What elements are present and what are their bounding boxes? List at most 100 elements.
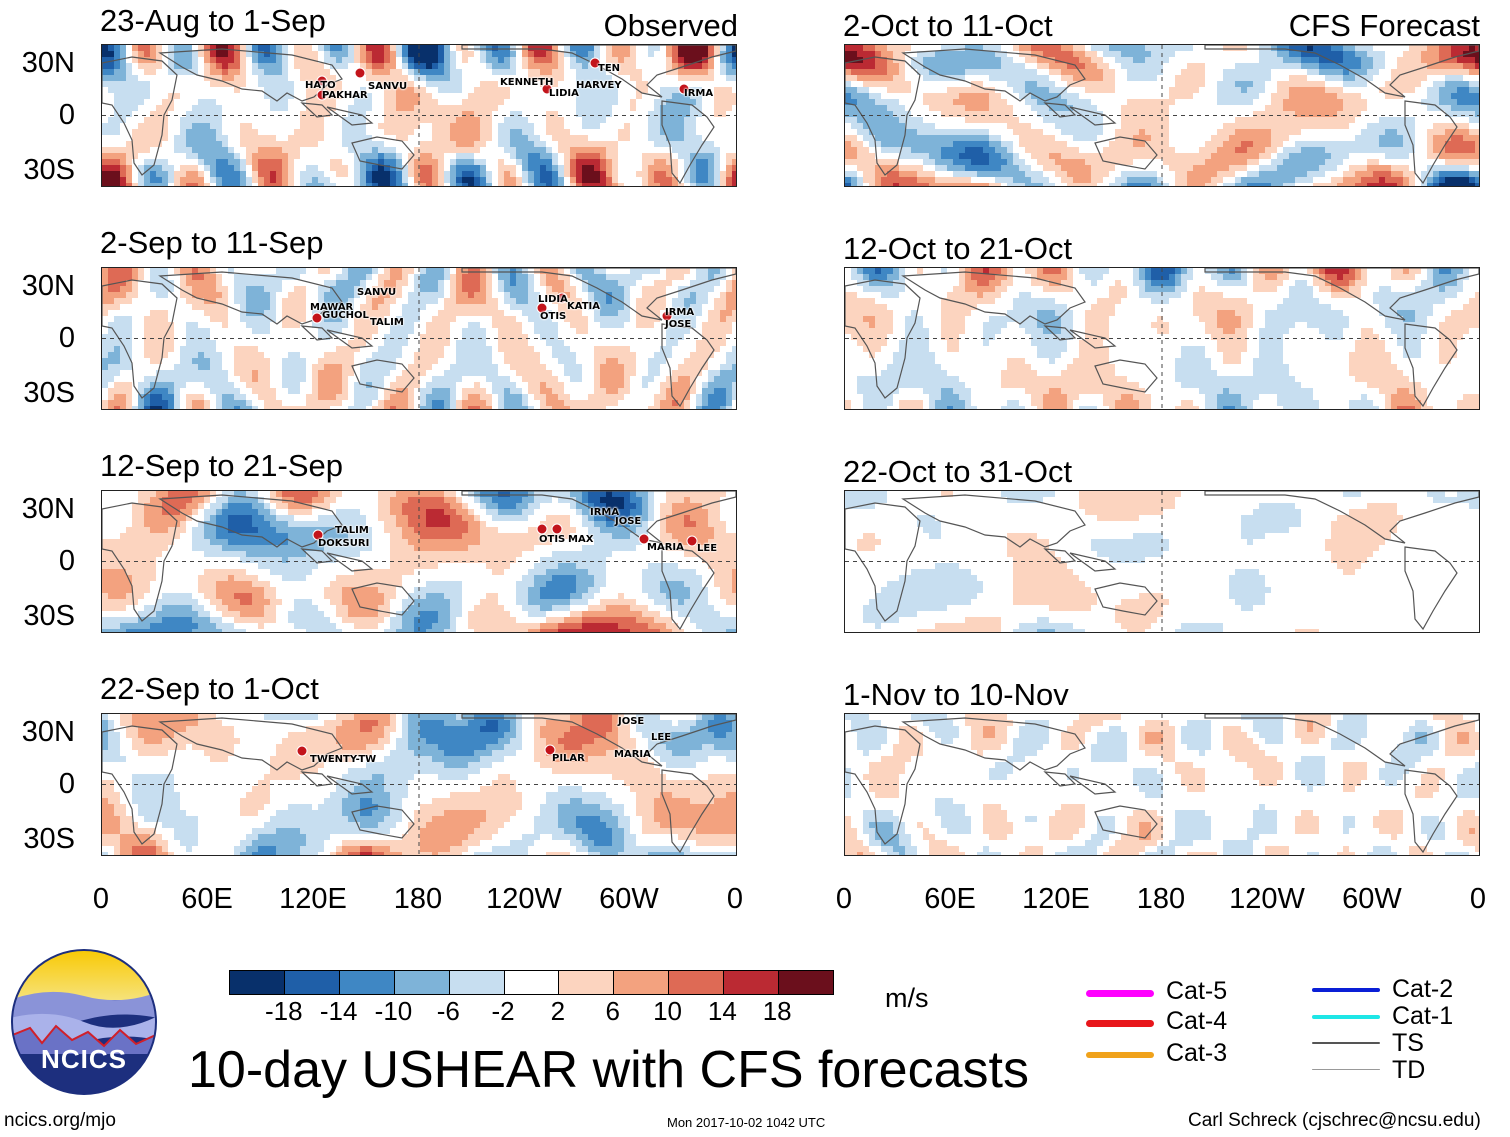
shear-cell (408, 388, 415, 395)
shear-cell (324, 268, 331, 275)
shear-cell (612, 268, 619, 275)
shear-cell (174, 69, 181, 76)
shear-cell (264, 99, 271, 106)
shear-cell (384, 171, 391, 178)
shear-cell (660, 87, 667, 94)
shear-cell (354, 141, 361, 148)
shear-cell (456, 268, 463, 275)
shear-cell (216, 310, 223, 317)
shear-cell (666, 352, 673, 359)
shear-cell (504, 111, 511, 118)
shear-cell (228, 400, 235, 407)
shear-cell (690, 370, 697, 377)
storm-marker (589, 57, 601, 69)
shear-cell (252, 63, 259, 70)
shear-cell (342, 159, 349, 166)
shear-cell (462, 63, 469, 70)
shear-cell (228, 340, 235, 347)
shear-cell (384, 322, 391, 329)
shear-cell (456, 129, 463, 136)
shear-cell (654, 129, 661, 136)
shear-cell (168, 129, 175, 136)
shear-cell (162, 352, 169, 359)
shear-cell (246, 123, 253, 130)
shear-cell (438, 346, 445, 353)
shear-cell (630, 394, 637, 401)
shear-cell (672, 111, 679, 118)
shear-cell (570, 63, 577, 70)
shear-cell (486, 388, 493, 395)
shear-cell (432, 316, 439, 323)
shear-cell (480, 358, 487, 365)
shear-cell (144, 304, 151, 311)
shear-cell (150, 165, 157, 172)
shear-cell (174, 322, 181, 329)
shear-cell (480, 376, 487, 383)
shear-cell (180, 117, 187, 124)
shear-cell (276, 81, 283, 88)
shear-cell (150, 316, 157, 323)
shear-cell (612, 304, 619, 311)
shear-cell (126, 171, 133, 178)
shear-cell (240, 45, 247, 52)
shear-cell (606, 123, 613, 130)
shear-cell (396, 382, 403, 389)
shear-cell (336, 111, 343, 118)
shear-cell (144, 376, 151, 383)
shear-cell (270, 388, 277, 395)
shear-cell (168, 388, 175, 395)
shear-cell (162, 298, 169, 305)
shear-cell (654, 358, 661, 365)
shear-cell (528, 310, 535, 317)
shear-cell (552, 376, 559, 383)
shear-cell (360, 310, 367, 317)
shear-cell (102, 117, 109, 124)
shear-cell (690, 352, 697, 359)
shear-cell (270, 298, 277, 305)
shear-cell (684, 117, 691, 124)
shear-cell (570, 364, 577, 371)
shear-cell (396, 364, 403, 371)
shear-cell (462, 352, 469, 359)
shear-cell (252, 352, 259, 359)
shear-cell (408, 111, 415, 118)
shear-cell (480, 394, 487, 401)
shear-cell (186, 364, 193, 371)
shear-cell (276, 69, 283, 76)
shear-cell (648, 352, 655, 359)
shear-cell (150, 370, 157, 377)
shear-cell (288, 123, 295, 130)
shear-cell (618, 105, 625, 112)
shear-cell (270, 111, 277, 118)
shear-cell (450, 334, 457, 341)
shear-cell (642, 388, 649, 395)
shear-cell (318, 141, 325, 148)
shear-cell (288, 129, 295, 136)
shear-cell (264, 334, 271, 341)
shear-cell (462, 123, 469, 130)
shear-cell (324, 400, 331, 407)
shear-cell (630, 183, 637, 186)
shear-cell (294, 268, 301, 275)
shear-cell (102, 388, 109, 395)
shear-cell (726, 63, 733, 70)
shear-cell (594, 292, 601, 299)
shear-cell (690, 183, 697, 186)
shear-cell (426, 51, 433, 58)
shear-cell (690, 147, 697, 154)
shear-cell (474, 129, 481, 136)
shear-cell (264, 280, 271, 287)
shear-cell (450, 292, 457, 299)
shear-cell (252, 69, 259, 76)
shear-cell (582, 346, 589, 353)
shear-cell (624, 99, 631, 106)
shear-cell (318, 394, 325, 401)
shear-cell (600, 81, 607, 88)
shear-cell (366, 123, 373, 130)
shear-cell (570, 388, 577, 395)
shear-cell (456, 141, 463, 148)
shear-cell (660, 298, 667, 305)
shear-cell (192, 382, 199, 389)
shear-cell (714, 111, 721, 118)
shear-cell (102, 334, 109, 341)
